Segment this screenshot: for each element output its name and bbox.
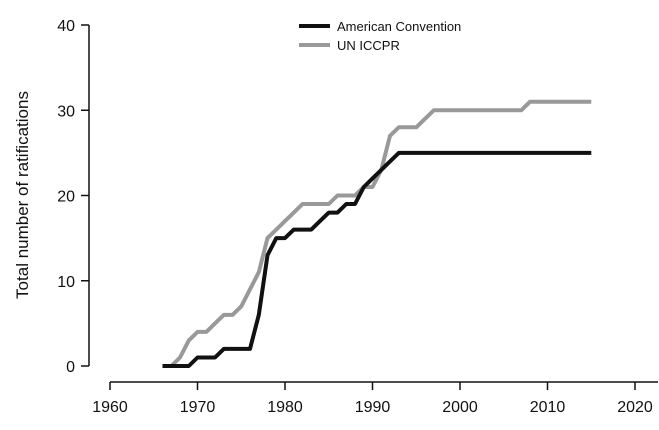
y-tick-label: 20: [57, 189, 75, 206]
x-tick-label: 2000: [442, 399, 478, 416]
legend-label: UN ICCPR: [337, 38, 400, 53]
x-tick-label: 1970: [180, 399, 216, 416]
axes: 0 10 20 30 40 1960 1970 1980 1990 2000 2010 2020: [57, 18, 658, 416]
y-tick-label: 0: [66, 359, 75, 376]
series-lines: [162, 99, 592, 368]
x-tick-label: 2020: [617, 399, 653, 416]
series-line-american-convention: [162, 150, 592, 368]
x-tick-label: 2010: [530, 399, 566, 416]
y-tick-label: 30: [57, 103, 75, 120]
x-tick-label: 1990: [355, 399, 391, 416]
x-tick-label: 1980: [267, 399, 303, 416]
y-tick-label: 10: [57, 274, 75, 291]
legend: American Convention UN ICCPR: [299, 19, 461, 53]
y-axis-title: Total number of ratifications: [13, 91, 32, 299]
series-line-un-iccpr: [162, 99, 592, 368]
legend-label: American Convention: [337, 19, 461, 34]
x-tick-label: 1960: [92, 399, 128, 416]
y-tick-label: 40: [57, 18, 75, 35]
